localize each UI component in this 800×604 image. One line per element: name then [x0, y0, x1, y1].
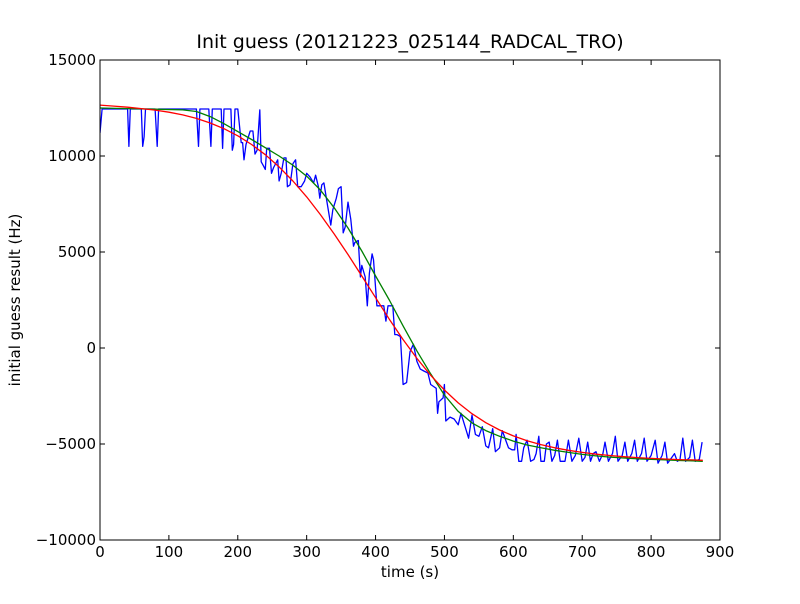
y-axis-ticks: −10000 −5000 0 5000 10000 15000: [36, 51, 720, 549]
y-tick-label: −10000: [36, 531, 96, 549]
y-tick-label: 5000: [58, 243, 96, 261]
x-tick-label: 600: [499, 543, 528, 561]
series-line-3: [100, 104, 703, 461]
x-tick-label: 300: [292, 543, 321, 561]
plot-area-frame: [99, 59, 721, 541]
x-tick-label: 400: [361, 543, 390, 561]
x-tick-label: 500: [430, 543, 459, 561]
x-tick-label: 900: [706, 543, 735, 561]
y-tick-label: 15000: [48, 51, 96, 69]
y-tick-label: −5000: [45, 435, 96, 453]
series-layer: [100, 104, 703, 464]
x-tick-label: 800: [637, 543, 666, 561]
x-tick-label: 200: [223, 543, 252, 561]
x-tick-label: 0: [95, 543, 105, 561]
x-axis-label: time (s): [381, 563, 439, 581]
x-tick-label: 100: [155, 543, 184, 561]
x-tick-label: 700: [568, 543, 597, 561]
y-axis-label: initial guess result (Hz): [6, 214, 24, 387]
chart-title: Init guess (20121223_025144_RADCAL_TRO): [196, 31, 623, 53]
y-tick-label: 0: [86, 339, 96, 357]
y-tick-label: 10000: [48, 147, 96, 165]
x-axis-ticks: 0 100 200 300 400 500 600 700 800 900: [95, 60, 734, 561]
series-line-2: [100, 107, 703, 462]
